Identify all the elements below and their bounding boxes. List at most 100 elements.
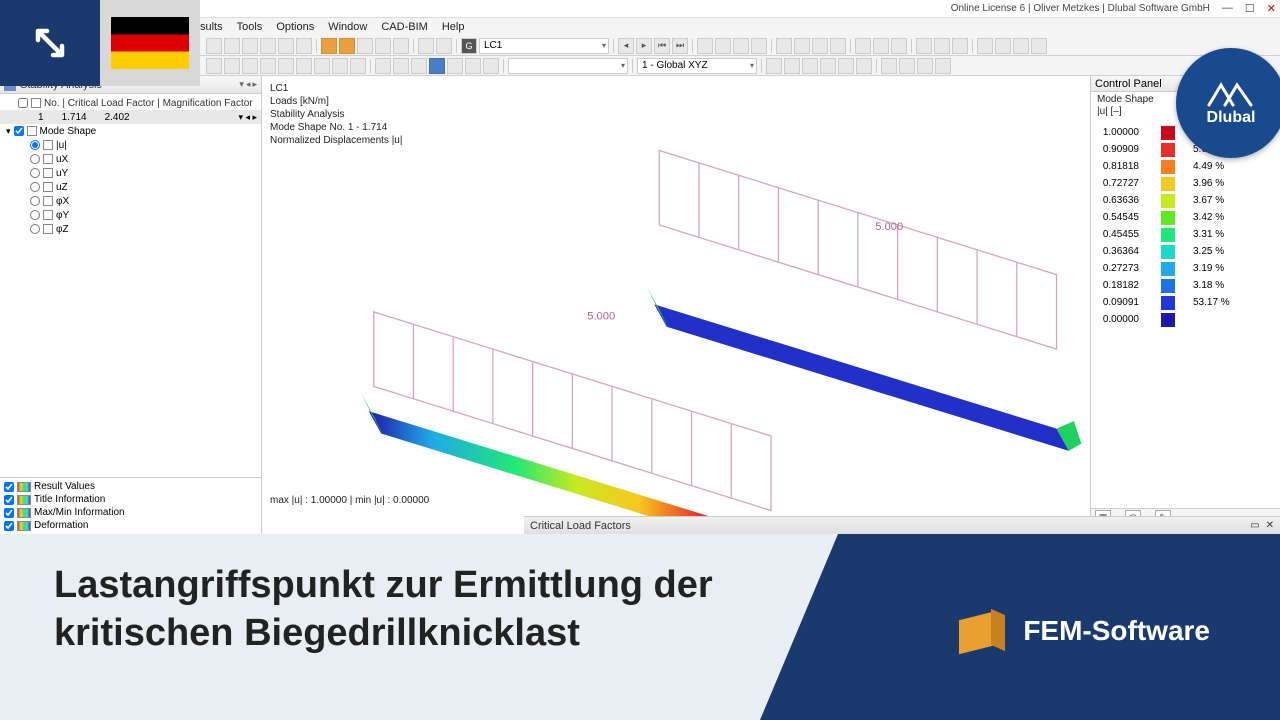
banner-title: Lastangriffspunkt zur Ermittlung der kri… <box>0 534 760 657</box>
viewport-3d[interactable]: LC1 Loads [kN/m] Stability Analysis Mode… <box>262 76 1280 534</box>
mode-opt[interactable]: uX <box>0 152 261 166</box>
tb1-btn[interactable] <box>855 38 871 54</box>
tb1-btn[interactable] <box>751 38 767 54</box>
tb2-btn[interactable] <box>260 58 276 74</box>
flag-germany <box>100 0 200 86</box>
tb1-btn[interactable] <box>357 38 373 54</box>
tb2-btn[interactable] <box>899 58 915 74</box>
tb1-btn[interactable] <box>278 38 294 54</box>
tb2-btn[interactable] <box>935 58 951 74</box>
tb1-btn[interactable] <box>436 38 452 54</box>
tb1-btn[interactable] <box>260 38 276 54</box>
tb2-btn[interactable] <box>784 58 800 74</box>
mode-opt[interactable]: φX <box>0 194 261 208</box>
tb1-btn[interactable] <box>242 38 258 54</box>
legend-row: 0.454553.31 % <box>1097 226 1274 243</box>
critical-load-panel[interactable]: Critical Load Factors ▭✕ <box>524 516 1280 534</box>
tb1-btn[interactable]: ◂ <box>618 38 634 54</box>
tb1-btn[interactable] <box>794 38 810 54</box>
menu-window[interactable]: Window <box>328 21 367 33</box>
svg-text:5.000: 5.000 <box>875 221 903 233</box>
tb2-btn[interactable] <box>224 58 240 74</box>
menu-help[interactable]: Help <box>442 21 465 33</box>
tb2-btn[interactable] <box>483 58 499 74</box>
menu-tools[interactable]: Tools <box>237 21 263 33</box>
menu-options[interactable]: Options <box>276 21 314 33</box>
tb1-btn[interactable] <box>873 38 889 54</box>
mode-shape-check[interactable] <box>14 126 24 136</box>
tb2-btn[interactable] <box>766 58 782 74</box>
tb1-btn[interactable] <box>952 38 968 54</box>
tb1-btn[interactable] <box>715 38 731 54</box>
legend-row: 0.363643.25 % <box>1097 243 1274 260</box>
tb1-btn[interactable] <box>812 38 828 54</box>
mode-opt[interactable]: uZ <box>0 180 261 194</box>
mode-shape-node[interactable]: ▾ Mode Shape <box>0 124 261 138</box>
menu-cadbim[interactable]: CAD-BIM <box>381 21 427 33</box>
tb2-btn[interactable] <box>881 58 897 74</box>
tb1-btn[interactable]: ▸ <box>636 38 652 54</box>
tb2-btn[interactable] <box>820 58 836 74</box>
tb1-btn[interactable] <box>934 38 950 54</box>
tb1-btn[interactable] <box>995 38 1011 54</box>
tb2-btn[interactable] <box>393 58 409 74</box>
tb2-btn[interactable] <box>429 58 445 74</box>
tb2-btn[interactable] <box>838 58 854 74</box>
tb1-btn[interactable] <box>1031 38 1047 54</box>
mode-opt[interactable]: |u| <box>0 138 261 152</box>
tb1-btn[interactable] <box>977 38 993 54</box>
tb1-btn[interactable] <box>916 38 932 54</box>
mode-opt[interactable]: φZ <box>0 222 261 236</box>
tb2-btn[interactable] <box>447 58 463 74</box>
tb1-btn[interactable] <box>418 38 434 54</box>
tb1-btn[interactable] <box>224 38 240 54</box>
tb1-btn[interactable] <box>891 38 907 54</box>
tb2-btn[interactable] <box>296 58 312 74</box>
tb2-btn[interactable] <box>242 58 258 74</box>
tb2-btn[interactable] <box>856 58 872 74</box>
tb2-combo[interactable] <box>508 58 628 74</box>
tb1-btn[interactable] <box>1013 38 1029 54</box>
bottom-check[interactable]: Title Information <box>4 493 257 506</box>
legend-row: 0.0909153.17 % <box>1097 294 1274 311</box>
tb2-btn[interactable] <box>332 58 348 74</box>
tb1-btn[interactable] <box>733 38 749 54</box>
tb2-btn[interactable] <box>411 58 427 74</box>
window-close[interactable]: ✕ <box>1267 2 1276 15</box>
cube-icon <box>953 606 1003 656</box>
tb1-btn[interactable] <box>339 38 355 54</box>
menu-results[interactable]: sults <box>200 21 223 33</box>
tb1-btn[interactable] <box>206 38 222 54</box>
bottom-check[interactable]: Result Values <box>4 480 257 493</box>
tb2-btn[interactable] <box>278 58 294 74</box>
tb2-btn[interactable] <box>465 58 481 74</box>
window-min[interactable]: — <box>1222 2 1233 15</box>
mode-opt[interactable]: φY <box>0 208 261 222</box>
tb1-g[interactable]: G <box>461 38 477 54</box>
bottom-check[interactable]: Deformation <box>4 519 257 532</box>
tb1-btn[interactable] <box>375 38 391 54</box>
tb2-btn[interactable] <box>802 58 818 74</box>
tb1-btn[interactable] <box>321 38 337 54</box>
tree-row-1[interactable]: 1 1.714 2.402 ▾ ◂ ▸ <box>0 110 261 124</box>
tb2-btn[interactable] <box>314 58 330 74</box>
tb1-btn[interactable]: ⏭ <box>672 38 688 54</box>
tb1-btn[interactable] <box>830 38 846 54</box>
mode-opt[interactable]: uY <box>0 166 261 180</box>
header-check[interactable] <box>18 98 28 108</box>
tb2-btn[interactable] <box>917 58 933 74</box>
tb2-btn[interactable] <box>206 58 222 74</box>
banner: Lastangriffspunkt zur Ermittlung der kri… <box>0 534 1280 720</box>
tb1-btn[interactable] <box>393 38 409 54</box>
window-max[interactable]: ☐ <box>1245 2 1255 15</box>
bottom-check[interactable]: Max/Min Information <box>4 506 257 519</box>
arrow-icon <box>0 0 100 86</box>
tb2-axis-combo[interactable]: 1 - Global XYZ <box>637 58 757 74</box>
tb1-btn[interactable] <box>776 38 792 54</box>
tb2-btn[interactable] <box>375 58 391 74</box>
tb1-loadcase-combo[interactable]: LC1 <box>479 38 609 54</box>
tb1-btn[interactable]: ⏮ <box>654 38 670 54</box>
tb2-btn[interactable] <box>350 58 366 74</box>
tb1-btn[interactable] <box>296 38 312 54</box>
tb1-btn[interactable] <box>697 38 713 54</box>
